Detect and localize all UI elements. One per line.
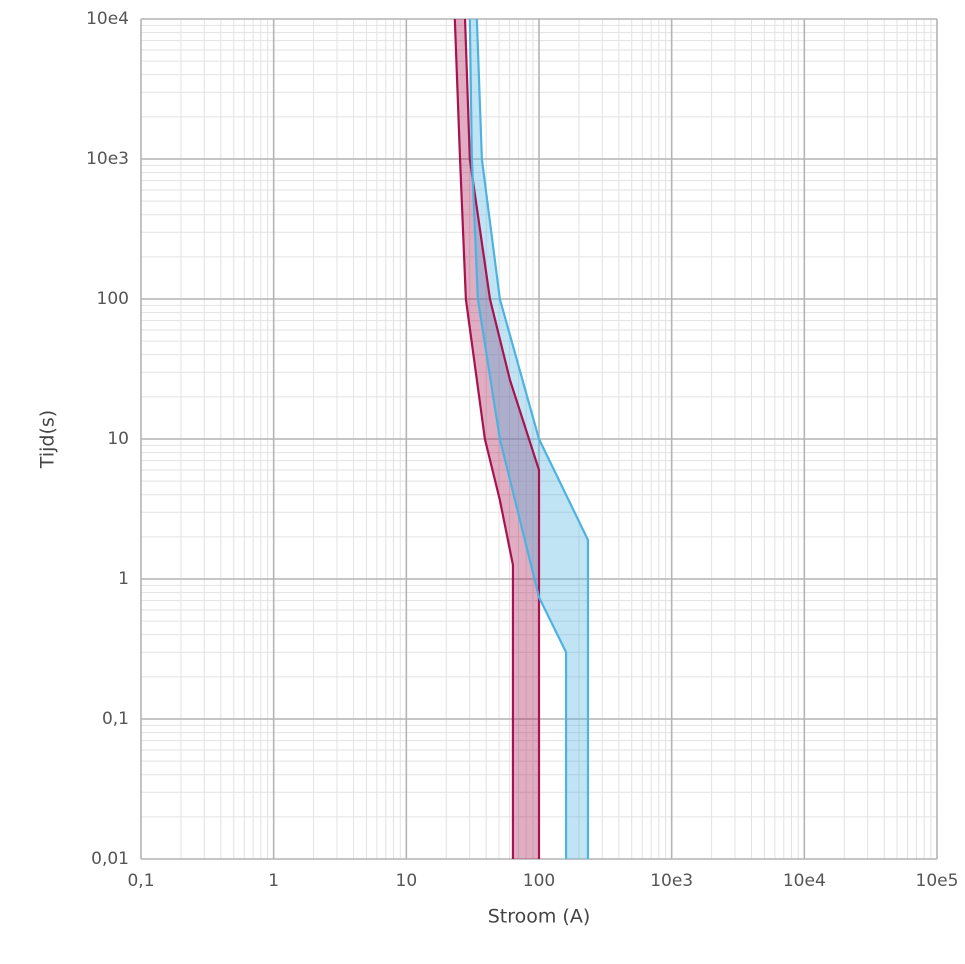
curve-lower: [453, 18, 515, 859]
x-tick-label: 10e4: [783, 871, 826, 891]
x-tick-label: 10e5: [916, 871, 959, 891]
x-tick-label: 100: [523, 871, 555, 891]
y-tick-label: 0,01: [91, 849, 129, 869]
y-tick-label: 10: [107, 429, 129, 449]
y-axis-title: Tijd(s): [37, 410, 59, 469]
x-tick-label: 10: [396, 871, 418, 891]
curve-upper: [463, 18, 541, 859]
grid: [140, 18, 938, 860]
curve-lower: [468, 18, 568, 859]
y-tick-label: 1: [118, 569, 129, 589]
x-tick-label: 0,1: [127, 871, 154, 891]
y-tick-label: 10e4: [86, 9, 129, 29]
plot-area: [453, 18, 590, 859]
x-tick-label: 1: [268, 871, 279, 891]
y-tick-label: 100: [97, 289, 129, 309]
x-axis-title: Stroom (A): [488, 906, 591, 928]
y-tick-label: 10e3: [86, 149, 129, 169]
curve-upper: [475, 18, 590, 859]
x-tick-label: 10e3: [650, 871, 693, 891]
y-tick-label: 0,1: [102, 709, 129, 729]
